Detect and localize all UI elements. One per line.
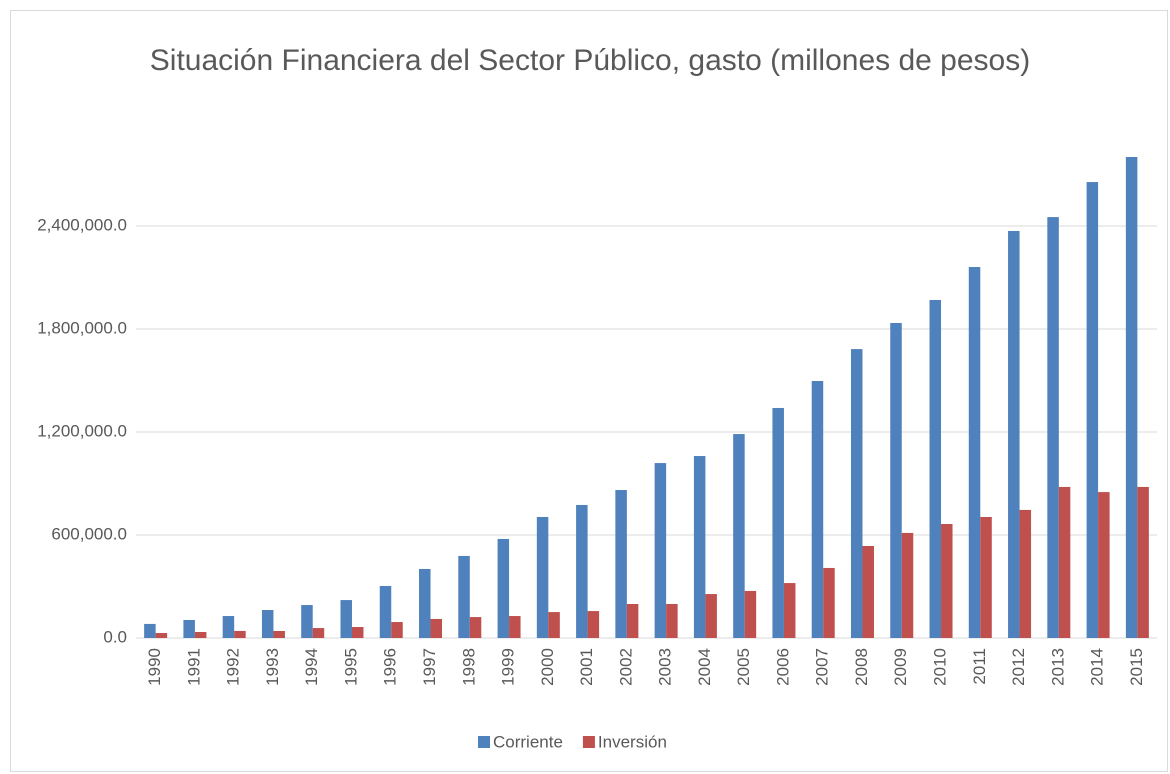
x-tick-label: 2001: [577, 648, 596, 686]
bar: [536, 516, 549, 638]
bar: [1019, 509, 1032, 638]
bar: [1098, 492, 1110, 638]
x-tick-label: 2010: [931, 648, 950, 686]
bar: [744, 590, 757, 638]
bar: [941, 524, 953, 638]
bar: [261, 610, 274, 638]
bar: [301, 605, 313, 638]
x-tick-label: 2008: [852, 648, 871, 686]
bar: [144, 623, 156, 638]
bar: [379, 585, 392, 638]
bar: [862, 545, 874, 638]
x-tick-label: 2012: [1009, 648, 1028, 686]
chart-title: Situación Financiera del Sector Público,…: [149, 44, 1031, 77]
bar: [1086, 182, 1099, 638]
bar: [654, 463, 667, 638]
bar: [733, 434, 745, 638]
bar: [419, 568, 431, 638]
legend-swatch: [478, 736, 490, 748]
x-tick-label: 1996: [381, 648, 400, 686]
bar: [1047, 217, 1059, 638]
y-tick-label: 0.0: [103, 627, 127, 646]
x-tick-label: 2000: [538, 648, 557, 686]
x-tick-label: 2004: [695, 648, 714, 686]
bar: [183, 619, 195, 638]
bar: [705, 594, 717, 638]
y-tick-label: 1,200,000.0: [37, 421, 127, 440]
x-tick-label: 2006: [773, 648, 792, 686]
x-tick-label: 2009: [891, 648, 910, 686]
bar: [340, 600, 352, 638]
y-tick-label: 2,400,000.0: [37, 215, 127, 234]
bar: [783, 583, 796, 638]
bar: [469, 617, 482, 638]
bar: [850, 349, 863, 638]
bar: [666, 604, 678, 638]
bar: [968, 267, 981, 638]
x-tick-label: 2014: [1088, 648, 1107, 686]
bar: [626, 604, 639, 638]
chart-frame: [10, 10, 1168, 772]
bar: [1058, 486, 1071, 638]
bar: [615, 490, 627, 638]
bar: [772, 407, 784, 638]
bar: [693, 456, 706, 638]
bar: [1008, 230, 1020, 638]
bar: [823, 567, 835, 638]
legend-label: Inversión: [598, 732, 667, 751]
bar: [391, 622, 403, 638]
bar: [273, 630, 285, 638]
x-tick-label: 2007: [813, 648, 832, 686]
bar: [497, 538, 510, 638]
bar: [222, 616, 235, 638]
bar: [1125, 156, 1138, 639]
x-tick-label: 1995: [341, 648, 360, 686]
bar: [430, 618, 443, 638]
bar: [811, 381, 824, 638]
x-tick-label: 1992: [224, 648, 243, 686]
bar: [548, 612, 560, 638]
y-tick-label: 600,000.0: [51, 524, 127, 543]
x-tick-label: 1999: [499, 648, 518, 686]
x-tick-label: 1994: [302, 648, 321, 686]
bar: [458, 555, 470, 638]
bar: [312, 628, 325, 638]
x-tick-label: 2015: [1127, 648, 1146, 686]
x-tick-label: 1993: [263, 648, 282, 686]
x-tick-label: 1991: [184, 648, 203, 686]
bar: [351, 627, 364, 638]
bar: [929, 299, 942, 638]
bar: [576, 504, 588, 638]
x-tick-label: 1997: [420, 648, 439, 686]
x-tick-label: 2003: [656, 648, 675, 686]
bar: [1137, 486, 1149, 638]
legend-label: Corriente: [493, 732, 563, 751]
bar: [901, 532, 914, 638]
x-tick-label: 2002: [616, 648, 635, 686]
x-tick-label: 1990: [145, 648, 164, 686]
bar: [234, 630, 246, 638]
bar: [509, 616, 521, 638]
x-tick-label: 2005: [734, 648, 753, 686]
bar: [587, 611, 600, 638]
legend-swatch: [582, 736, 595, 748]
y-tick-label: 1,800,000.0: [37, 318, 127, 337]
bar: [890, 322, 902, 638]
bar: [194, 631, 207, 638]
x-tick-label: 2013: [1048, 648, 1067, 686]
bar: [155, 633, 168, 638]
bar: [980, 516, 992, 638]
x-tick-label: 1998: [459, 648, 478, 686]
x-tick-label: 2011: [970, 648, 989, 685]
